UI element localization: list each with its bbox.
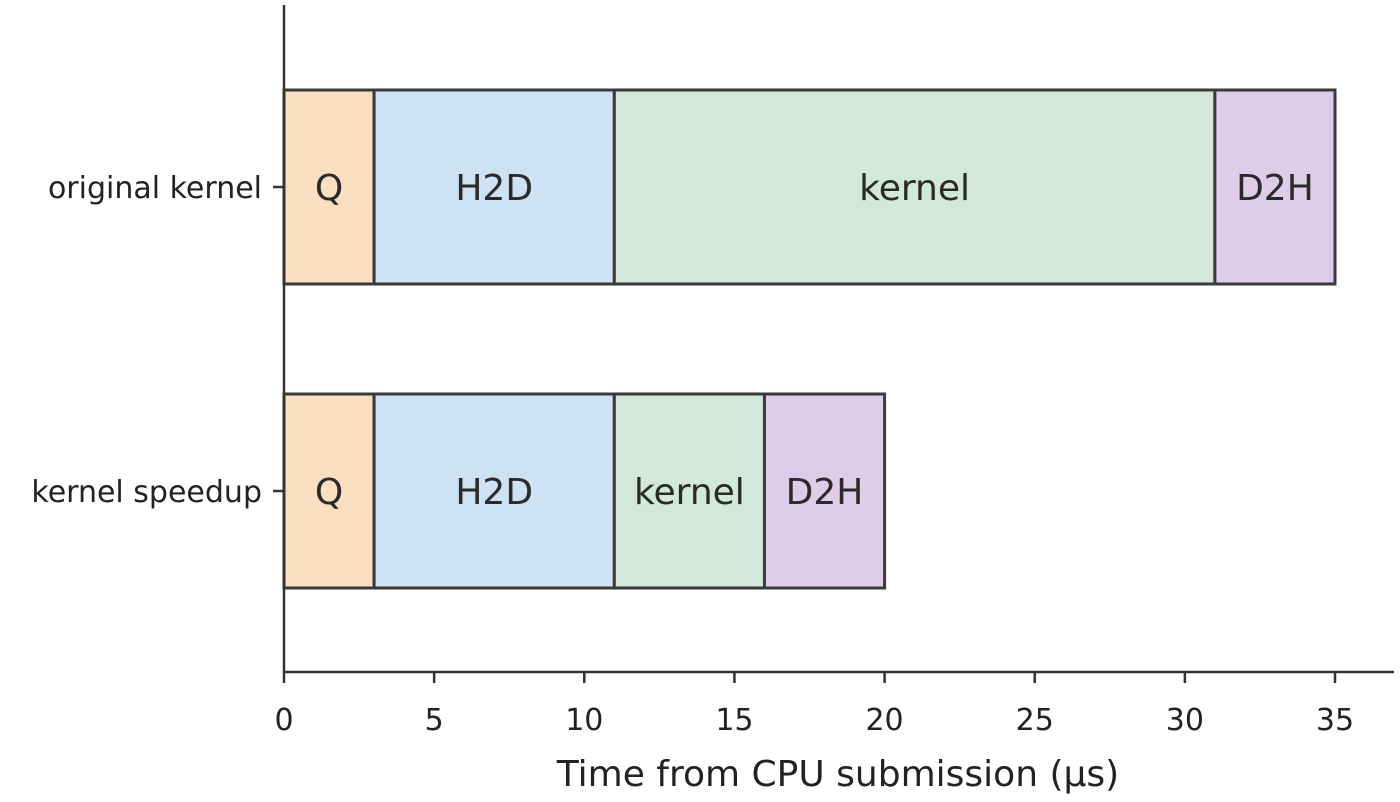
- segment-label: Q: [315, 168, 343, 209]
- bars-layer: Q H2D kernel D2H Q H2D kernel D2H: [282, 88, 1337, 590]
- x-tick-label: 25: [1016, 703, 1054, 738]
- segment-label: Q: [315, 472, 343, 513]
- bar-segment: [282, 392, 376, 590]
- bar-segment: [1213, 88, 1337, 286]
- segment-label: kernel: [859, 168, 970, 209]
- bar-segment: [762, 392, 887, 590]
- x-tick-label: 10: [565, 703, 603, 738]
- segment-label: kernel: [634, 472, 745, 513]
- x-tick-label: 0: [274, 703, 293, 738]
- axes-layer: [282, 5, 1394, 674]
- x-tick-label: 35: [1316, 703, 1354, 738]
- segment-label: H2D: [455, 472, 533, 513]
- y-category-label: original kernel: [48, 171, 262, 206]
- x-tick-label: 20: [865, 703, 903, 738]
- y-category-labels: original kernel kernel speedup: [31, 171, 284, 510]
- x-ticks: 0 5 10 15 20 25 30 35: [274, 672, 1354, 738]
- bar-row: Q H2D kernel D2H: [282, 392, 887, 590]
- bar-segment: [612, 392, 766, 590]
- segment-label: D2H: [786, 472, 864, 513]
- y-category-label: kernel speedup: [31, 475, 262, 510]
- x-tick-label: 5: [425, 703, 444, 738]
- segment-label: H2D: [455, 168, 533, 209]
- x-tick-label: 30: [1166, 703, 1204, 738]
- segment-label: D2H: [1236, 168, 1314, 209]
- x-tick-label: 15: [715, 703, 753, 738]
- x-axis-title: Time from CPU submission (µs): [556, 754, 1119, 795]
- bar-segment: [612, 88, 1217, 286]
- bar-row: Q H2D kernel D2H: [282, 88, 1337, 286]
- bar-segment: [372, 88, 616, 286]
- bar-segment: [372, 392, 616, 590]
